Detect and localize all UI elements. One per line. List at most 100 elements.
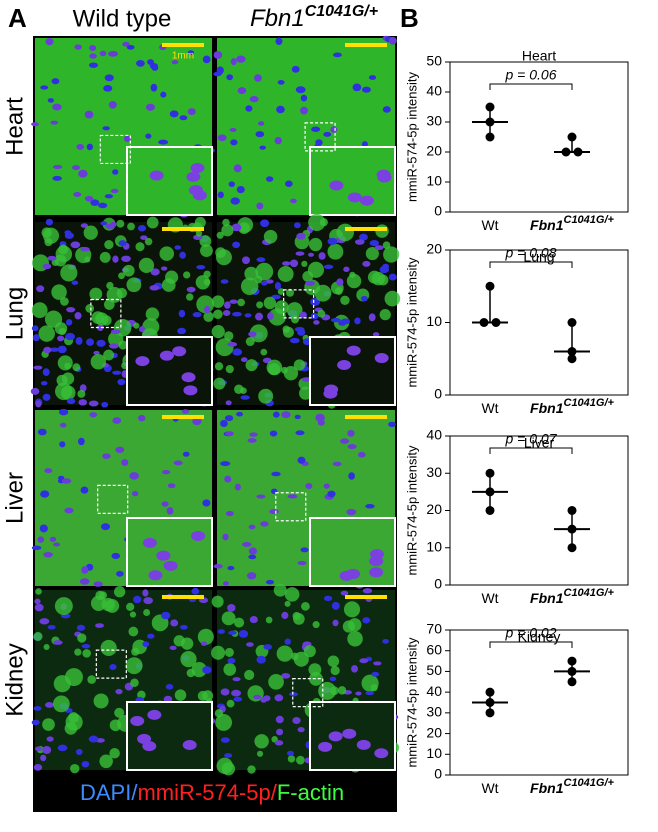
y-tick-label: 0	[434, 203, 442, 219]
nucleus	[249, 95, 259, 103]
tissue-texture	[327, 243, 344, 260]
nucleus	[177, 327, 187, 335]
nucleus	[295, 430, 305, 436]
nucleus	[187, 50, 195, 56]
nucleus	[362, 588, 373, 594]
tissue-texture	[375, 224, 389, 238]
nucleus	[142, 641, 150, 648]
row-label: Liver	[1, 472, 28, 524]
p-value: p = 0.02	[505, 625, 557, 641]
nucleus	[356, 739, 371, 750]
tissue-texture	[42, 718, 55, 731]
tissue-texture	[361, 674, 379, 692]
nucleus	[289, 692, 299, 697]
tissue-texture	[128, 626, 139, 637]
tissue-texture	[126, 277, 142, 293]
nucleus	[315, 413, 325, 422]
nucleus	[222, 581, 229, 586]
category: Fbn1	[530, 217, 564, 233]
nucleus	[30, 387, 40, 395]
nucleus	[49, 536, 57, 542]
tissue-texture	[213, 309, 223, 320]
nucleus	[40, 85, 49, 90]
data-point	[485, 117, 495, 127]
tissue-texture	[195, 275, 211, 290]
y-tick-label: 50	[426, 662, 442, 678]
data-point	[485, 708, 495, 718]
nucleus	[192, 312, 202, 318]
nucleus	[293, 222, 301, 229]
nucleus	[295, 251, 305, 256]
nucleus	[131, 491, 139, 497]
nucleus	[256, 494, 266, 499]
nucleus	[45, 218, 53, 226]
nucleus	[351, 665, 358, 673]
tissue-texture	[337, 686, 347, 695]
row-label: Lung	[1, 287, 28, 340]
nucleus	[142, 589, 149, 597]
data-point	[485, 506, 495, 515]
chart-title: Heart	[522, 48, 556, 64]
roi-box	[275, 492, 307, 522]
nucleus	[373, 661, 382, 666]
nucleus	[149, 170, 164, 181]
nucleus	[31, 545, 42, 551]
tissue-texture	[293, 359, 306, 371]
nucleus	[340, 590, 349, 596]
tissue-texture	[268, 674, 284, 690]
nucleus	[238, 629, 249, 638]
nucleus	[236, 186, 245, 194]
tissue-texture	[125, 657, 143, 675]
nucleus	[359, 195, 374, 206]
nucleus	[318, 741, 333, 752]
nucleus	[272, 411, 280, 418]
nucleus	[80, 246, 90, 252]
plot-frame	[449, 61, 629, 213]
tissue-texture	[183, 271, 191, 279]
nucleus	[123, 135, 131, 142]
tissue-texture	[365, 246, 379, 261]
nucleus	[217, 134, 227, 142]
data-point	[567, 318, 577, 327]
nucleus	[37, 428, 47, 436]
chart-title: Lung	[523, 249, 554, 265]
nucleus	[121, 459, 129, 466]
nucleus	[100, 221, 108, 226]
nucleus	[136, 59, 145, 67]
nucleus	[369, 239, 379, 247]
nucleus	[89, 45, 97, 52]
tissue-texture	[318, 681, 337, 700]
nucleus	[118, 240, 127, 247]
nucleus	[232, 241, 241, 249]
data-point	[561, 147, 571, 157]
tissue-texture	[127, 222, 135, 231]
nucleus	[255, 312, 264, 321]
tissue-texture	[234, 384, 244, 394]
nucleus	[352, 83, 362, 92]
nucleus	[290, 198, 297, 204]
nucleus	[182, 451, 190, 457]
tissue-texture	[335, 287, 343, 295]
nucleus	[232, 348, 243, 356]
tissue-texture	[346, 273, 362, 289]
nucleus	[78, 399, 88, 406]
nucleus	[182, 740, 197, 751]
nucleus	[328, 731, 343, 742]
nucleus	[305, 280, 315, 286]
y-tick-label: 10	[426, 745, 442, 761]
nucleus	[122, 41, 130, 47]
tissue-texture	[203, 278, 211, 286]
nucleus	[147, 633, 155, 639]
nucleus	[50, 120, 59, 125]
nucleus	[37, 536, 45, 543]
tissue-texture	[274, 300, 289, 315]
nucleus	[311, 126, 321, 132]
tissue-texture	[256, 301, 264, 309]
nucleus	[192, 417, 202, 426]
nucleus	[179, 115, 188, 121]
y-tick-label: 10	[426, 173, 442, 189]
nucleus	[359, 658, 369, 664]
nucleus	[57, 345, 67, 354]
data-point	[485, 102, 495, 112]
nucleus	[147, 709, 162, 720]
